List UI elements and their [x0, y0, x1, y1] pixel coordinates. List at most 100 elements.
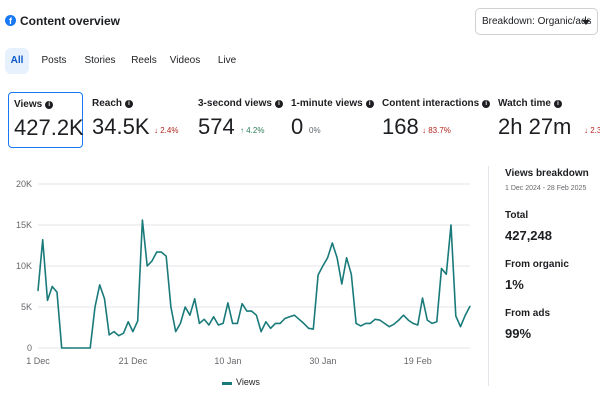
data-point — [232, 322, 234, 324]
data-point — [70, 347, 72, 349]
metric-card-1-minute-views[interactable]: 1-minute views i 0 0% — [287, 92, 374, 148]
views-series-line — [37, 219, 471, 349]
data-point — [184, 306, 186, 308]
x-tick-label: 30 Jan — [309, 356, 336, 366]
info-icon[interactable]: i — [125, 100, 134, 108]
data-point — [160, 251, 163, 253]
data-point — [331, 242, 333, 244]
data-point — [398, 319, 400, 321]
metric-card-content-interactions[interactable]: Content interactions i 168 ↓ 83.7% — [378, 92, 492, 148]
data-point — [122, 332, 125, 334]
tab-stories[interactable]: Stories — [84, 55, 116, 66]
y-tick-label: 5K — [21, 302, 32, 312]
x-tick-label: 19 Feb — [404, 356, 432, 366]
data-point — [56, 291, 58, 293]
tab-videos[interactable]: Videos — [169, 55, 201, 66]
metric-label-reach: Reach i — [92, 98, 134, 109]
data-point — [450, 224, 452, 226]
info-icon[interactable]: i — [274, 100, 283, 108]
views-line-chart: 0 5K 10K 15K 20K 1 Dec 21 Dec 10 Jan 30 Jan 19 Fe… — [16, 179, 471, 366]
data-point — [279, 322, 281, 324]
tab-reels[interactable]: Reels — [131, 55, 157, 66]
y-tick-label: 20K — [16, 179, 32, 189]
facebook-icon: f — [5, 15, 16, 26]
data-point — [270, 327, 272, 329]
breakdown-total-value: 427,248 — [505, 228, 552, 243]
data-point — [469, 305, 471, 307]
data-point — [445, 273, 447, 275]
tab-all[interactable]: All — [5, 48, 29, 74]
data-point — [94, 306, 96, 308]
data-point — [265, 321, 267, 323]
data-point — [431, 322, 433, 324]
metric-card-reach[interactable]: Reach i 34.5K ↓ 2.4% — [88, 92, 186, 148]
data-point — [80, 347, 82, 349]
data-point — [179, 322, 182, 324]
data-point — [260, 331, 262, 333]
info-icon[interactable]: i — [553, 100, 562, 108]
y-tick-label: 10K — [16, 261, 32, 271]
data-point — [298, 318, 300, 320]
data-point — [51, 285, 53, 288]
data-point — [217, 324, 219, 326]
data-point — [464, 314, 466, 316]
data-point — [293, 314, 295, 316]
breakdown-total-label: Total — [505, 210, 529, 221]
y-tick-label: 15K — [16, 220, 32, 230]
data-point — [194, 298, 196, 300]
data-point — [227, 302, 229, 304]
data-point — [89, 347, 91, 349]
info-icon[interactable]: i — [482, 100, 491, 108]
metric-value-3-second-views: 574 — [198, 114, 235, 139]
data-point — [175, 331, 177, 333]
data-point — [303, 322, 305, 324]
data-point — [402, 314, 405, 316]
data-point — [165, 255, 167, 257]
legend-swatch-views — [222, 382, 232, 385]
data-point — [345, 257, 348, 259]
data-point — [213, 316, 215, 318]
data-point — [198, 322, 201, 324]
tab-live[interactable]: Live — [217, 55, 237, 66]
panel-divider — [488, 166, 489, 386]
page-header: f Content overview Breakdown: Organic/ad… — [0, 0, 600, 44]
breakdown-title: Views breakdown — [505, 168, 589, 179]
page-title: Content overview — [20, 14, 121, 28]
data-point — [37, 290, 39, 292]
metric-label-watch-time: Watch time i — [498, 98, 562, 109]
data-point — [322, 265, 324, 267]
data-point — [379, 319, 381, 321]
data-point — [393, 323, 395, 325]
metric-label-content-interactions: Content interactions i — [382, 98, 491, 109]
data-point — [284, 317, 286, 320]
breakdown-organic-value: 1% — [505, 277, 524, 292]
metric-change-1-minute-views: 0% — [309, 126, 321, 135]
data-point — [151, 260, 153, 262]
data-point — [421, 297, 424, 299]
metric-card-views[interactable]: Views i 427.2K — [8, 92, 84, 148]
info-icon[interactable]: i — [45, 101, 54, 109]
tab-posts[interactable]: Posts — [41, 55, 67, 66]
data-point — [42, 239, 44, 241]
data-point — [241, 303, 243, 305]
data-point — [360, 325, 362, 327]
metric-card-3-second-views[interactable]: 3-second views i 574 ↑ 4.2% — [194, 92, 284, 148]
data-point — [127, 321, 129, 323]
x-tick-label: 21 Dec — [119, 356, 148, 366]
breakdown-dropdown[interactable]: Breakdown: Organic/ads — [475, 8, 598, 35]
metric-label-1-minute-views: 1-minute views i — [291, 98, 374, 109]
data-point — [317, 274, 319, 276]
info-icon[interactable]: i — [365, 100, 374, 108]
data-point — [355, 322, 357, 324]
data-point — [251, 310, 253, 312]
data-point — [369, 322, 371, 324]
data-point — [255, 314, 257, 316]
data-point — [440, 267, 443, 270]
data-point — [222, 322, 224, 324]
metric-value-watch-time: 2h 27m — [498, 114, 572, 139]
data-point — [156, 251, 158, 253]
x-tick-label: 1 Dec — [26, 356, 50, 366]
data-point — [203, 318, 205, 320]
data-point — [412, 322, 414, 324]
